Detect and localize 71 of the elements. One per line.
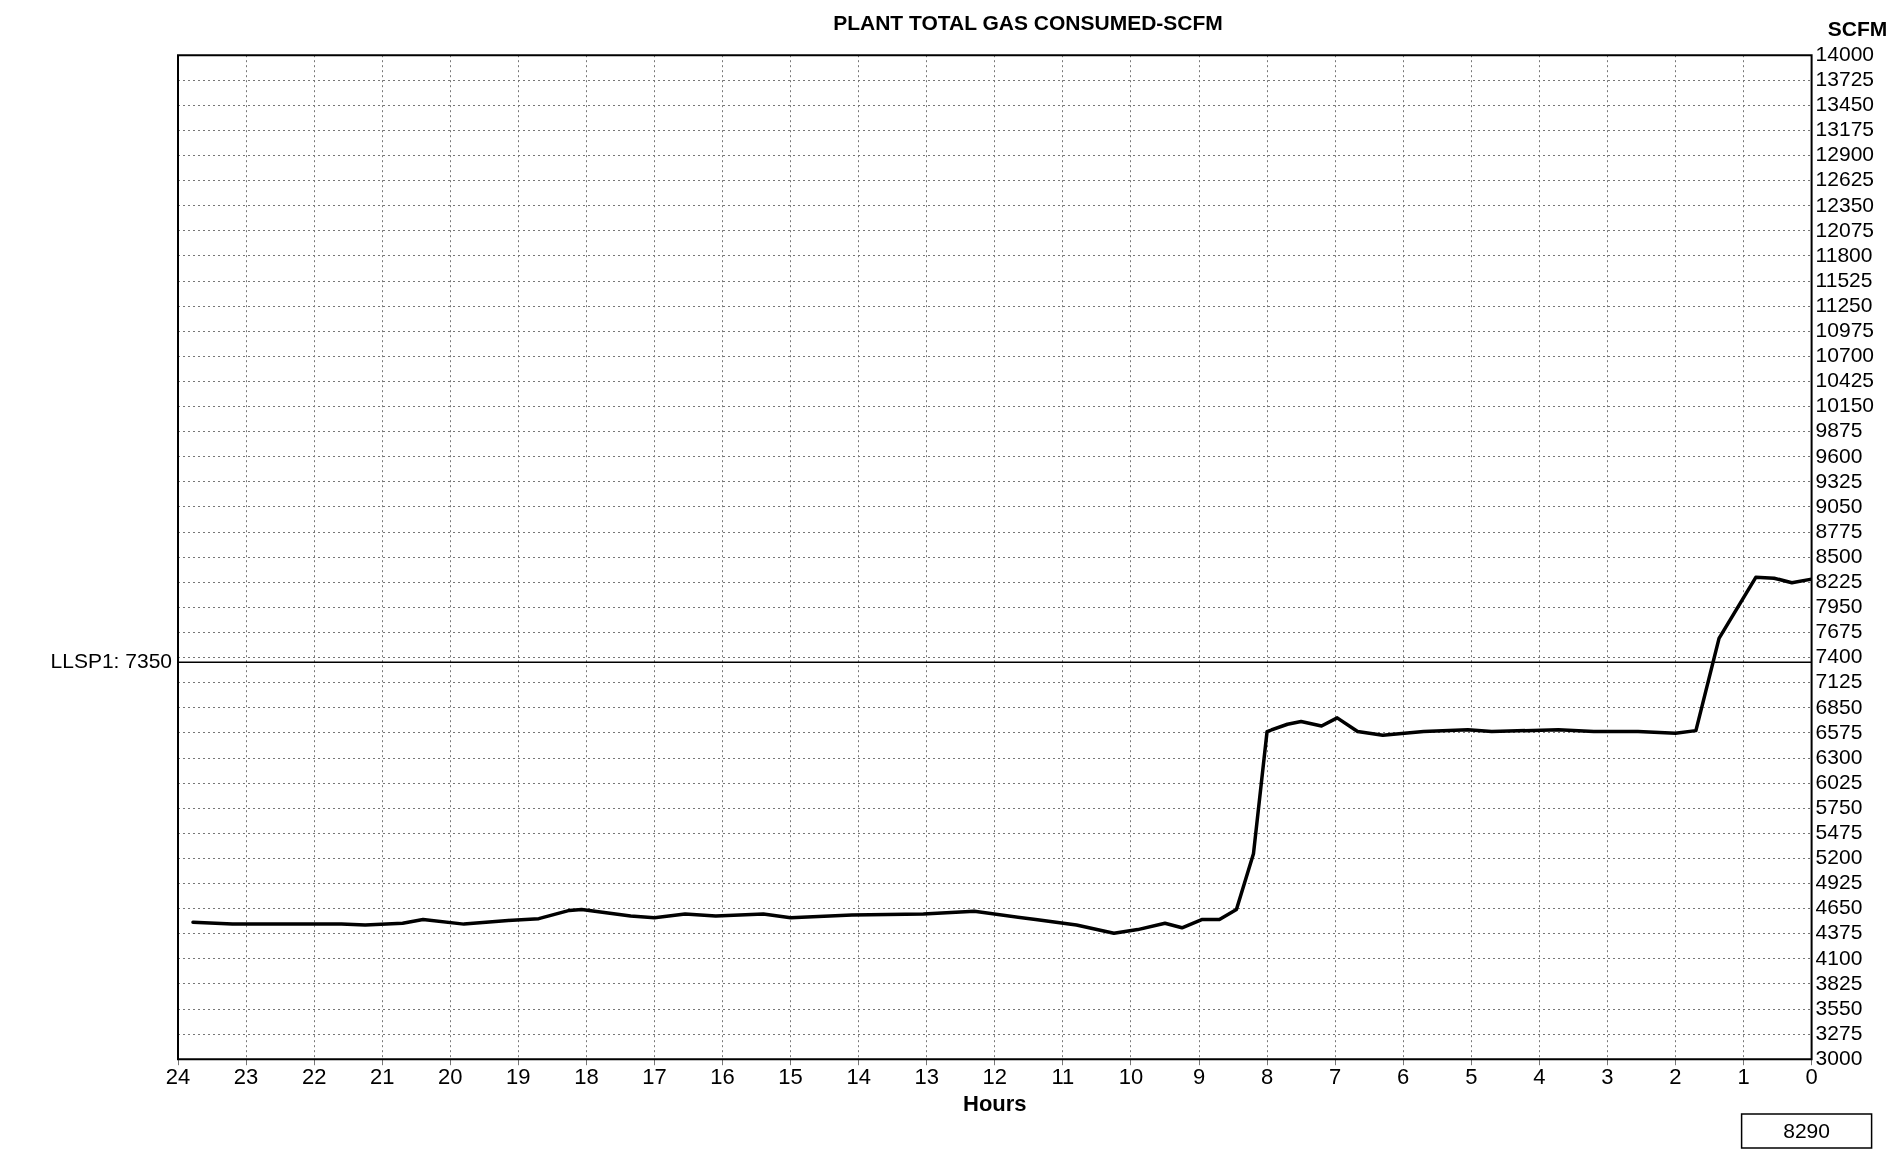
x-tick-label: 21 xyxy=(369,1064,395,1090)
y-tick-label: 10425 xyxy=(1815,368,1875,392)
x-tick-label: 16 xyxy=(710,1064,735,1090)
x-tick-label: 6 xyxy=(1397,1064,1410,1090)
y-tick-label: 6850 xyxy=(1815,694,1863,718)
y-tick-label: 9325 xyxy=(1815,468,1863,492)
x-tick-label: 22 xyxy=(301,1064,327,1090)
x-tick-label: 4 xyxy=(1533,1064,1546,1090)
y-tick-label: 5750 xyxy=(1815,795,1863,818)
y-tick-label: 12900 xyxy=(1815,142,1875,166)
y-tick-label: 12075 xyxy=(1815,217,1875,241)
y-tick-label: 5200 xyxy=(1815,845,1863,869)
x-tick-label: 15 xyxy=(778,1064,803,1090)
y-tick-label: 11250 xyxy=(1815,293,1873,316)
x-tick-label: 12 xyxy=(982,1064,1008,1090)
x-tick-label: 11 xyxy=(1051,1064,1075,1090)
x-tick-label: 10 xyxy=(1118,1064,1144,1090)
y-tick-label: 4375 xyxy=(1815,920,1863,944)
y-tick-label: 8500 xyxy=(1815,544,1863,567)
x-tick-label: 7 xyxy=(1329,1064,1342,1090)
y-tick-label: 9050 xyxy=(1815,493,1863,517)
y-tick-label: 7400 xyxy=(1815,644,1863,668)
y-tick-label: 12625 xyxy=(1815,167,1875,191)
y-tick-label: 8775 xyxy=(1815,518,1863,542)
y-tick-label: 8225 xyxy=(1815,569,1863,593)
y-tick-label: 6025 xyxy=(1815,769,1863,793)
y-tick-label: 9875 xyxy=(1815,418,1863,442)
y-tick-label: 13175 xyxy=(1815,117,1875,141)
x-tick-label: 13 xyxy=(914,1064,939,1090)
y-tick-label: 7125 xyxy=(1815,669,1863,693)
y-tick-label: 3825 xyxy=(1815,970,1863,994)
y-tick-label: 3275 xyxy=(1815,1020,1863,1044)
ref-line-label: LLSP1: 7350 xyxy=(50,648,172,672)
x-tick-label: 0 xyxy=(1805,1064,1818,1090)
y-tick-label: 11525 xyxy=(1815,267,1873,291)
x-tick-label: 23 xyxy=(233,1064,259,1090)
y-tick-label: 6300 xyxy=(1815,744,1863,768)
y-tick-label: 10975 xyxy=(1815,318,1875,342)
y-tick-label: 7675 xyxy=(1815,619,1863,643)
y-tick-label: 13450 xyxy=(1815,92,1875,116)
y-tick-label: 4925 xyxy=(1815,870,1863,894)
y-axis-title: SCFM xyxy=(1827,17,1888,41)
text: 8290 xyxy=(1783,1118,1830,1142)
x-tick-label: 18 xyxy=(574,1064,599,1090)
x-tick-label: 1 xyxy=(1737,1064,1750,1090)
y-tick-label: 3550 xyxy=(1815,995,1863,1019)
x-tick-label: 20 xyxy=(438,1064,463,1090)
y-tick-label: 11800 xyxy=(1815,242,1873,266)
x-tick-label: 8 xyxy=(1260,1064,1274,1090)
y-tick-label: 13725 xyxy=(1815,67,1875,91)
chart-title: PLANT TOTAL GAS CONSUMED-SCFM xyxy=(833,11,1223,35)
y-tick-label: 14000 xyxy=(1815,42,1875,65)
y-tick-label: 10150 xyxy=(1815,393,1875,417)
y-tick-label: 9600 xyxy=(1815,443,1863,467)
y-tick-label: 12350 xyxy=(1815,192,1875,216)
y-tick-label: 4650 xyxy=(1815,895,1863,919)
y-tick-label: 5475 xyxy=(1815,820,1863,844)
x-tick-label: 14 xyxy=(846,1064,871,1090)
y-tick-label: 6575 xyxy=(1815,719,1863,743)
y-tick-label: 10700 xyxy=(1815,343,1875,367)
x-tick-label: 5 xyxy=(1465,1064,1478,1090)
x-tick-label: 3 xyxy=(1601,1064,1614,1090)
x-tick-label: 24 xyxy=(165,1064,191,1090)
y-tick-label: 3000 xyxy=(1815,1046,1863,1069)
x-axis-title: Hours xyxy=(963,1090,1027,1116)
x-tick-label: 17 xyxy=(642,1064,667,1090)
x-tick-label: 19 xyxy=(506,1064,531,1090)
y-tick-label: 4100 xyxy=(1815,945,1863,969)
x-tick-label: 9 xyxy=(1192,1064,1206,1090)
y-tick-label: 7950 xyxy=(1815,594,1863,618)
x-tick-label: 2 xyxy=(1669,1064,1682,1090)
